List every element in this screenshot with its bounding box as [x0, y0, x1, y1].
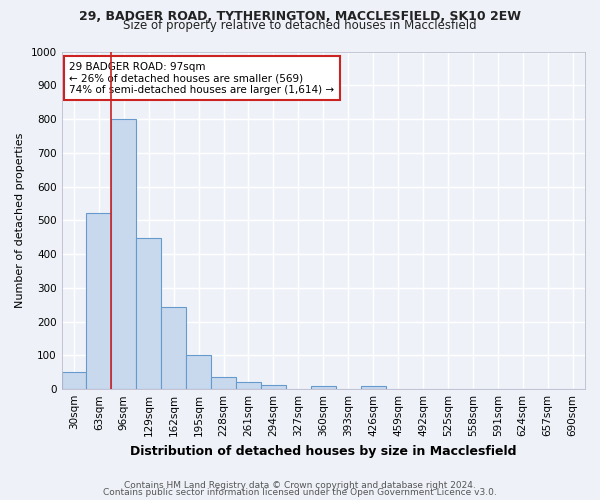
Text: 29 BADGER ROAD: 97sqm
← 26% of detached houses are smaller (569)
74% of semi-det: 29 BADGER ROAD: 97sqm ← 26% of detached …	[70, 62, 335, 95]
Bar	[236, 382, 261, 389]
Y-axis label: Number of detached properties: Number of detached properties	[15, 132, 25, 308]
Text: 29, BADGER ROAD, TYTHERINGTON, MACCLESFIELD, SK10 2EW: 29, BADGER ROAD, TYTHERINGTON, MACCLESFI…	[79, 10, 521, 23]
Bar	[261, 385, 286, 389]
Bar	[311, 386, 336, 389]
Bar	[86, 213, 112, 389]
Bar	[112, 119, 136, 389]
Text: Contains HM Land Registry data © Crown copyright and database right 2024.: Contains HM Land Registry data © Crown c…	[124, 481, 476, 490]
Bar	[161, 307, 186, 389]
Bar	[186, 356, 211, 389]
X-axis label: Distribution of detached houses by size in Macclesfield: Distribution of detached houses by size …	[130, 444, 517, 458]
Bar	[62, 372, 86, 389]
Bar	[136, 238, 161, 389]
Bar	[211, 376, 236, 389]
Text: Contains public sector information licensed under the Open Government Licence v3: Contains public sector information licen…	[103, 488, 497, 497]
Bar	[361, 386, 386, 389]
Text: Size of property relative to detached houses in Macclesfield: Size of property relative to detached ho…	[123, 18, 477, 32]
